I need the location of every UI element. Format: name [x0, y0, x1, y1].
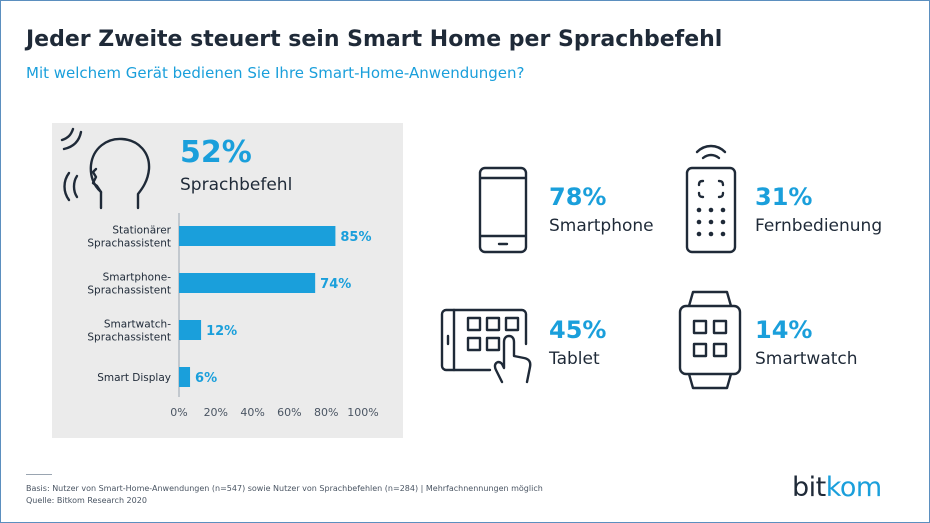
- x-tick-label-4: 80%: [314, 406, 338, 419]
- smartwatch-label: Smartwatch: [755, 349, 858, 369]
- category-label-2-1: Sprachassistent: [87, 332, 171, 344]
- x-tick-label-3: 60%: [277, 406, 301, 419]
- smartwatch-icon: [678, 290, 742, 390]
- bar-0: [179, 226, 336, 246]
- smartphone-icon: [478, 166, 528, 254]
- voice-assistant-bar-chart: 85%StationärerSprachassistent74%Smartpho…: [87, 213, 379, 419]
- smartwatch-percent: 14%: [755, 316, 813, 344]
- category-label-1-1: Sprachassistent: [87, 285, 171, 297]
- x-tick-label-1: 20%: [204, 406, 228, 419]
- bar-3: [179, 367, 191, 387]
- category-label-3-0: Smart Display: [97, 372, 171, 384]
- remote-label: Fernbedienung: [755, 216, 883, 236]
- bar-value-label-2: 12%: [206, 324, 237, 339]
- category-label-1-0: Smartphone-: [103, 272, 172, 284]
- voice-label: Sprachbefehl: [180, 175, 293, 195]
- footer-rule: [26, 474, 52, 475]
- x-tick-label-2: 40%: [240, 406, 264, 419]
- bitkom-logo: bitkom: [792, 472, 882, 503]
- bar-2: [179, 320, 202, 340]
- footer-basis: Basis: Nutzer von Smart-Home-Anwendungen…: [26, 484, 543, 493]
- bar-value-label-1: 74%: [320, 277, 351, 292]
- remote-percent: 31%: [755, 183, 813, 211]
- bar-value-label-3: 6%: [195, 371, 217, 386]
- logo-part-2: kom: [825, 472, 883, 503]
- speaking-head-icon: [60, 127, 151, 210]
- tablet-label: Tablet: [549, 349, 600, 369]
- smartphone-percent: 78%: [549, 183, 607, 211]
- smartphone-label: Smartphone: [549, 216, 654, 236]
- category-label-0-0: Stationärer: [112, 225, 171, 237]
- category-label-0-1: Sprachassistent: [87, 238, 171, 250]
- x-tick-label-0: 0%: [170, 406, 187, 419]
- x-tick-label-5: 100%: [347, 406, 378, 419]
- voice-percent: 52%: [180, 135, 252, 170]
- bar-value-label-0: 85%: [340, 230, 371, 245]
- remote-control-icon: [685, 144, 737, 254]
- tablet-percent: 45%: [549, 316, 607, 344]
- tablet-touch-icon: [440, 308, 532, 384]
- page-title: Jeder Zweite steuert sein Smart Home per…: [26, 27, 723, 52]
- footer-source: Quelle: Bitkom Research 2020: [26, 496, 147, 505]
- bar-1: [179, 273, 316, 293]
- page-subtitle: Mit welchem Gerät bedienen Sie Ihre Smar…: [26, 64, 525, 82]
- logo-part-1: bit: [792, 472, 826, 503]
- category-label-2-0: Smartwatch-: [104, 319, 171, 331]
